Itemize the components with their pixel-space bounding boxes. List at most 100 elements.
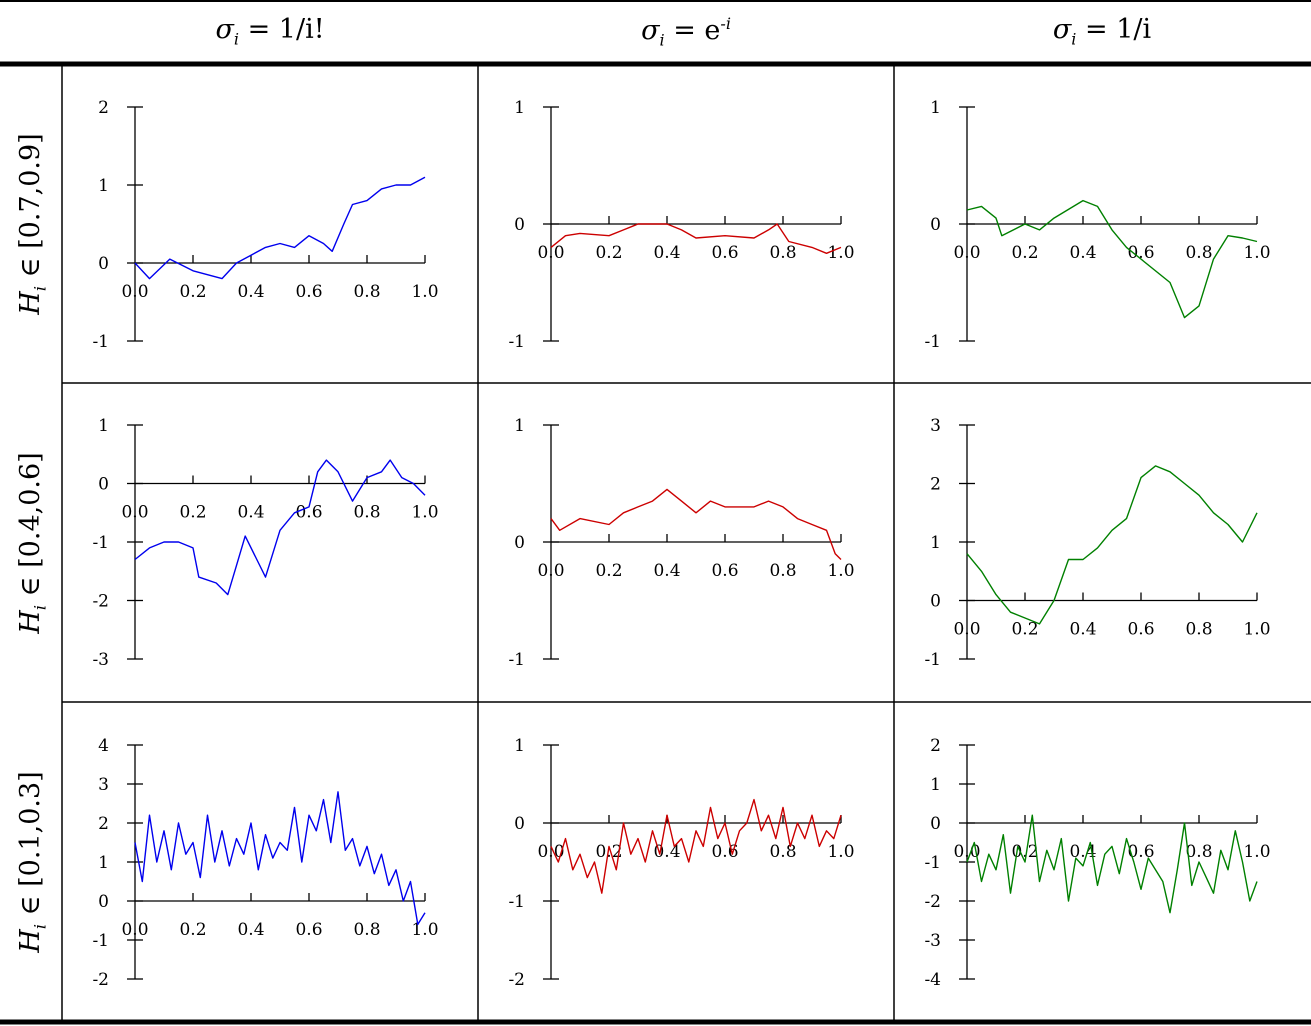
x-tick-label: 0.2	[1011, 620, 1038, 640]
x-tick-label: 0.0	[121, 282, 148, 302]
y-tick-label: 1	[930, 775, 941, 795]
y-tick-label: -1	[92, 931, 109, 951]
x-tick-label: 1.0	[827, 842, 854, 862]
x-tick-label: 0.2	[179, 920, 206, 940]
y-tick-label: 1	[930, 533, 941, 553]
y-tick-label: 0	[930, 215, 941, 235]
y-tick-label: 0	[514, 215, 525, 235]
x-tick-label: 0.4	[237, 920, 264, 940]
series-line	[966, 199, 1258, 319]
x-tick-label: 0.0	[953, 842, 980, 862]
header-rhs: = 1/i	[1085, 14, 1152, 45]
y-tick-label: -2	[924, 892, 941, 912]
x-tick-label: 0.8	[769, 243, 796, 263]
x-tick-label: 0.8	[353, 503, 380, 523]
column-header: σi = e-i	[478, 14, 894, 49]
row-label: Hi ∈ [0.4,0.6]	[11, 383, 51, 703]
subplot-0-0: 2 1 0 -1 0.0 0.2 0.4 0.6 0.8 1.0	[92, 98, 438, 352]
x-tick-label: 0.2	[595, 561, 622, 581]
x-tick-label: 0.4	[1069, 842, 1096, 862]
y-tick-label: 1	[98, 176, 109, 196]
x-tick-label: 0.4	[237, 503, 264, 523]
x-tick-label: 0.0	[953, 243, 980, 263]
y-tick-label: -4	[924, 970, 941, 990]
x-tick-label: 0.0	[121, 503, 148, 523]
x-tick-label: 1.0	[411, 282, 438, 302]
y-tick-label: -2	[508, 970, 525, 990]
x-tick-label: 1.0	[827, 243, 854, 263]
x-tick-label: 0.6	[711, 243, 738, 263]
x-tick-label: 0.8	[1185, 620, 1212, 640]
row-range: ∈ [0.4,0.6]	[15, 452, 46, 597]
subplot-2-1: 1 0 -1 -2 0.0 0.2 0.4 0.6 0.8 1.0	[508, 736, 854, 990]
x-tick-label: 0.6	[295, 920, 322, 940]
y-tick-label: 1	[514, 736, 525, 756]
x-tick-label: 0.4	[653, 243, 680, 263]
x-tick-label: 0.0	[537, 842, 564, 862]
y-tick-label: 0	[98, 892, 109, 912]
x-tick-label: 0.8	[353, 282, 380, 302]
header-sup: -i	[720, 14, 731, 33]
header-var: σ	[1052, 14, 1072, 45]
header-rhs: = 1/i!	[247, 14, 325, 45]
y-tick-label: 0	[514, 814, 525, 834]
column-header: σi = 1/i!	[62, 14, 478, 48]
x-tick-label: 0.0	[121, 920, 148, 940]
x-tick-label: 0.6	[1127, 842, 1154, 862]
x-tick-label: 0.6	[295, 503, 322, 523]
y-tick-label: 1	[514, 98, 525, 118]
x-tick-label: 0.0	[953, 620, 980, 640]
y-tick-label: -3	[924, 931, 941, 951]
series-line	[550, 798, 842, 894]
y-tick-label: 0	[930, 592, 941, 612]
row-range: ∈ [0.7,0.9]	[15, 133, 46, 278]
row-range: ∈ [0.1,0.3]	[15, 771, 46, 916]
x-tick-label: 1.0	[827, 561, 854, 581]
y-tick-label: 0	[930, 814, 941, 834]
x-tick-label: 0.4	[653, 842, 680, 862]
subplot-1-1: 1 0 -1 0.0 0.2 0.4 0.6 0.8 1.0	[508, 416, 854, 670]
x-tick-label: 0.6	[1127, 620, 1154, 640]
y-tick-label: -2	[92, 970, 109, 990]
series-line	[550, 488, 842, 560]
x-tick-label: 0.6	[711, 842, 738, 862]
row-var: H	[15, 610, 46, 634]
x-tick-label: 0.8	[769, 561, 796, 581]
y-tick-label: 0	[98, 254, 109, 274]
x-tick-label: 1.0	[1243, 243, 1270, 263]
x-tick-label: 0.8	[769, 842, 796, 862]
y-tick-label: -1	[508, 650, 525, 670]
plots: 2 1 0 -1 0.0 0.2 0.4 0.6 0.8 1.0 1 0 -1 0.0 0.2 0.4 0.6 0…	[92, 98, 1270, 990]
subplot-0-1: 1 0 -1 0.0 0.2 0.4 0.6 0.8 1.0	[508, 98, 854, 352]
x-tick-label: 0.4	[1069, 243, 1096, 263]
x-tick-label: 0.8	[1185, 243, 1212, 263]
row-sub: i	[30, 605, 50, 611]
subplot-2-2: 210-1-2-3-40.0 0.2 0.4 0.6 0.8 1.0	[924, 736, 1270, 990]
y-tick-label: 4	[98, 736, 109, 756]
row-var: H	[15, 291, 46, 315]
series-line	[966, 814, 1258, 914]
x-tick-label: 1.0	[411, 920, 438, 940]
header-var: σ	[215, 14, 234, 45]
header-sub: i	[1071, 29, 1077, 49]
y-tick-label: 2	[98, 98, 109, 118]
y-tick-label: 2	[98, 814, 109, 834]
series-line	[550, 223, 842, 255]
x-tick-label: 1.0	[1243, 620, 1270, 640]
y-tick-label: 3	[98, 775, 109, 795]
y-tick-label: -2	[92, 592, 109, 612]
x-tick-label: 0.4	[653, 561, 680, 581]
x-tick-label: 0.4	[237, 282, 264, 302]
y-tick-label: -1	[924, 332, 941, 352]
x-tick-label: 0.2	[179, 503, 206, 523]
subplot-0-2: 1 0 -1 0.0 0.2 0.4 0.6 0.8 1.0	[924, 98, 1270, 352]
row-sub: i	[30, 286, 50, 292]
header-sub: i	[233, 29, 239, 49]
y-tick-label: 1	[930, 98, 941, 118]
y-tick-label: -1	[508, 332, 525, 352]
subplot-2-0: 4 3 2 1 0 -1 -2 0.0 0.2 0.4 0.6 0.8 1.0	[92, 736, 438, 990]
x-tick-label: 0.0	[537, 243, 564, 263]
y-tick-label: 1	[98, 853, 109, 873]
y-tick-label: 1	[514, 416, 525, 436]
